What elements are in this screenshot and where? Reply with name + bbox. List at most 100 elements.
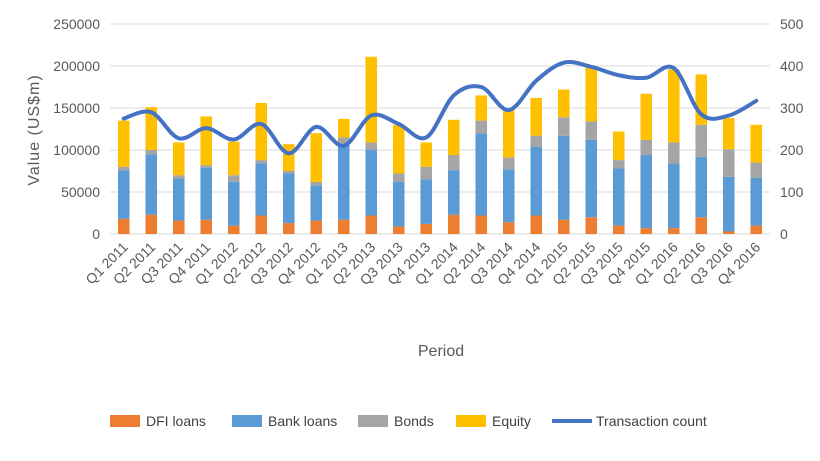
bar-bonds [172, 175, 185, 179]
bar-bank-loans [502, 169, 515, 223]
bar-equity [695, 74, 708, 125]
bar-bonds [695, 124, 708, 157]
bar-dfi-loans [667, 228, 680, 234]
bar-bank-loans [612, 168, 625, 226]
right-axis-ticks: 0 100 200 300 400 500 [780, 16, 804, 242]
bar-dfi-loans [557, 219, 570, 234]
bar-dfi-loans [750, 225, 763, 234]
bar-equity [640, 93, 653, 140]
bar-dfi-loans [447, 214, 460, 234]
bar-equity [227, 141, 240, 176]
bar-bonds [557, 117, 570, 136]
bar-equity [475, 95, 488, 121]
bar-bank-loans [172, 178, 185, 221]
bar-bank-loans [557, 135, 570, 220]
bar-bank-loans [145, 154, 158, 215]
bar-equity [612, 131, 625, 161]
bar-equity [530, 97, 543, 136]
bar-bank-loans [695, 156, 708, 218]
bar-dfi-loans [722, 231, 735, 234]
y-tick-label: 250000 [53, 16, 100, 32]
bar-dfi-loans [392, 226, 405, 234]
bar-equity [420, 142, 433, 167]
bar-bonds [502, 157, 515, 170]
bar-bonds [750, 162, 763, 178]
bar-equity [557, 89, 570, 118]
bar-bonds [667, 142, 680, 164]
left-axis-ticks: 0 50000 100000 150000 200000 250000 [53, 16, 100, 242]
y-tick-label: 100000 [53, 142, 100, 158]
bar-bonds [640, 139, 653, 156]
legend-label-bank-loans: Bank loans [268, 413, 337, 429]
bar-equity [585, 67, 598, 122]
bar-bonds [227, 175, 240, 182]
bar-bank-loans [200, 167, 213, 220]
bar-bank-loans [722, 176, 735, 232]
bar-bank-loans [365, 150, 378, 216]
bar-dfi-loans [640, 228, 653, 234]
bar-bonds [365, 142, 378, 150]
bar-dfi-loans [530, 215, 543, 234]
bar-dfi-loans [420, 223, 433, 234]
bar-dfi-loans [695, 217, 708, 234]
bar-series [117, 56, 763, 234]
gridlines [110, 23, 770, 235]
y-right-tick-label: 400 [780, 58, 804, 74]
bar-bonds [447, 155, 460, 171]
bar-bank-loans [447, 170, 460, 215]
bar-bank-loans [255, 163, 268, 216]
bar-equity [722, 118, 735, 150]
bar-bank-loans [420, 179, 433, 224]
bar-bonds [722, 149, 735, 177]
bar-bonds [117, 166, 130, 171]
bar-bank-loans [640, 155, 653, 229]
y-tick-label: 200000 [53, 58, 100, 74]
legend-label-transaction-count: Transaction count [596, 413, 707, 429]
bar-bank-loans [337, 144, 350, 220]
bar-dfi-loans [282, 223, 295, 234]
bar-bonds [392, 173, 405, 182]
bar-equity [255, 102, 268, 161]
y-right-tick-label: 300 [780, 100, 804, 116]
bar-equity [750, 124, 763, 163]
legend-swatch-bank-loans [232, 415, 262, 427]
legend-swatch-equity [456, 415, 486, 427]
bar-bonds [585, 121, 598, 140]
bar-equity [337, 118, 350, 138]
bar-bank-loans [310, 185, 323, 221]
bar-bonds [145, 150, 158, 155]
bar-equity [310, 133, 323, 182]
bar-bonds [420, 166, 433, 180]
bar-equity [282, 144, 295, 171]
bar-dfi-loans [227, 225, 240, 234]
y-right-tick-label: 0 [780, 226, 788, 242]
bar-dfi-loans [200, 219, 213, 234]
bar-dfi-loans [337, 219, 350, 234]
bar-equity [667, 69, 680, 143]
bar-dfi-loans [117, 218, 130, 234]
bar-dfi-loans [612, 225, 625, 234]
legend-swatch-dfi-loans [110, 415, 140, 427]
bar-equity [117, 120, 130, 167]
bar-equity [365, 56, 378, 143]
bar-equity [200, 116, 213, 166]
y-axis-title: Value (US$m) [26, 74, 43, 185]
y-tick-label: 0 [92, 226, 100, 242]
bar-bank-loans [117, 170, 130, 219]
bar-dfi-loans [502, 222, 515, 234]
bar-dfi-loans [475, 215, 488, 234]
bar-bank-loans [227, 181, 240, 226]
legend-label-equity: Equity [492, 413, 531, 429]
legend-label-dfi-loans: DFI loans [146, 413, 206, 429]
bar-bank-loans [585, 139, 598, 218]
bar-equity [502, 110, 515, 158]
bar-dfi-loans [145, 214, 158, 234]
bar-dfi-loans [310, 220, 323, 234]
bar-bonds [200, 165, 213, 168]
legend-label-bonds: Bonds [394, 413, 434, 429]
bar-bonds [310, 181, 323, 186]
bar-dfi-loans [365, 215, 378, 234]
bar-equity [172, 142, 185, 176]
